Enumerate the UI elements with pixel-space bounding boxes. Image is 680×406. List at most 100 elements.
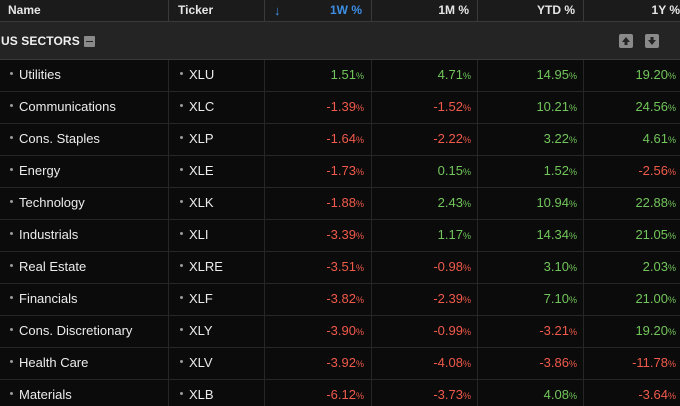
change-cell-m1[interactable]: 1.17%	[372, 220, 471, 252]
ticker-cell[interactable]: XLI	[180, 220, 209, 252]
change-cell-w1[interactable]: 1.51%	[272, 60, 364, 92]
column-header-1y[interactable]: 1Y %	[651, 3, 680, 17]
change-cell-ytd[interactable]: 10.21%	[478, 92, 577, 124]
column-header-1w[interactable]: 1W %	[329, 3, 362, 17]
change-cell-m1[interactable]: 2.43%	[372, 188, 471, 220]
change-value: 19.20	[635, 67, 668, 82]
change-cell-ytd[interactable]: 3.22%	[478, 124, 577, 156]
sector-name-cell[interactable]: Materials	[10, 380, 72, 406]
change-cell-m1[interactable]: 4.71%	[372, 60, 471, 92]
change-cell-ytd[interactable]: 14.95%	[478, 60, 577, 92]
change-cell-m1[interactable]: -2.39%	[372, 284, 471, 316]
change-cell-ytd[interactable]: 10.94%	[478, 188, 577, 220]
table-row[interactable]: Technology XLK -1.88% 2.43% 10.94% 22.88%	[0, 188, 680, 220]
change-cell-ytd[interactable]: -3.86%	[478, 348, 577, 380]
column-divider[interactable]	[264, 0, 265, 22]
column-header-ytd[interactable]: YTD %	[536, 3, 575, 17]
change-cell-w1[interactable]: -1.88%	[272, 188, 364, 220]
table-row[interactable]: Materials XLB -6.12% -3.73% 4.08% -3.64%	[0, 380, 680, 406]
table-row[interactable]: Industrials XLI -3.39% 1.17% 14.34% 21.05%	[0, 220, 680, 252]
table-row[interactable]: Energy XLE -1.73% 0.15% 1.52% -2.56%	[0, 156, 680, 188]
change-cell-w1[interactable]: -3.51%	[272, 252, 364, 284]
ticker-cell[interactable]: XLU	[180, 60, 214, 92]
change-cell-y1[interactable]: 4.61%	[584, 124, 676, 156]
change-cell-m1[interactable]: -0.98%	[372, 252, 471, 284]
column-divider[interactable]	[583, 0, 584, 22]
table-row[interactable]: Communications XLC -1.39% -1.52% 10.21% 24.56…	[0, 92, 680, 124]
column-header-1m[interactable]: 1M %	[438, 3, 469, 17]
change-cell-y1[interactable]: 21.05%	[584, 220, 676, 252]
change-cell-ytd[interactable]: 1.52%	[478, 156, 577, 188]
ticker-cell[interactable]: XLE	[180, 156, 214, 188]
change-cell-w1[interactable]: -1.64%	[272, 124, 364, 156]
change-cell-m1[interactable]: -3.73%	[372, 380, 471, 406]
change-cell-y1[interactable]: 21.00%	[584, 284, 676, 316]
column-divider[interactable]	[168, 0, 169, 22]
column-header-name[interactable]: Name	[8, 3, 41, 17]
sector-name-cell[interactable]: Technology	[10, 188, 85, 220]
change-cell-w1[interactable]: -1.39%	[272, 92, 364, 124]
sector-name-cell[interactable]: Communications	[10, 92, 116, 124]
column-header-ticker[interactable]: Ticker	[178, 3, 214, 17]
bullet-icon	[180, 328, 183, 332]
change-value: 1.52	[543, 163, 569, 178]
sector-name-cell[interactable]: Energy	[10, 156, 60, 188]
change-cell-m1[interactable]: -0.99%	[372, 316, 471, 348]
column-divider[interactable]	[477, 0, 478, 22]
sector-name-cell[interactable]: Health Care	[10, 348, 88, 380]
table-row[interactable]: Health Care XLV -3.92% -4.08% -3.86% -11.78%	[0, 348, 680, 380]
change-cell-y1[interactable]: 22.88%	[584, 188, 676, 220]
change-value: -11.78	[632, 355, 668, 370]
change-cell-y1[interactable]: -3.64%	[584, 380, 676, 406]
column-divider	[168, 156, 169, 188]
sector-name-cell[interactable]: Real Estate	[10, 252, 86, 284]
change-cell-y1[interactable]: 19.20%	[584, 60, 676, 92]
change-cell-m1[interactable]: -2.22%	[372, 124, 471, 156]
ticker-cell[interactable]: XLK	[180, 188, 214, 220]
table-row[interactable]: Cons. Discretionary XLY -3.90% -0.99% -3.21%…	[0, 316, 680, 348]
sector-name-cell[interactable]: Cons. Discretionary	[10, 316, 132, 348]
change-cell-ytd[interactable]: 3.10%	[478, 252, 577, 284]
ticker-cell[interactable]: XLC	[180, 92, 214, 124]
column-divider	[477, 188, 478, 220]
sector-name-cell[interactable]: Industrials	[10, 220, 78, 252]
ticker-cell[interactable]: XLF	[180, 284, 213, 316]
change-cell-w1[interactable]: -3.92%	[272, 348, 364, 380]
change-cell-w1[interactable]: -3.90%	[272, 316, 364, 348]
change-cell-y1[interactable]: -2.56%	[584, 156, 676, 188]
sector-name-cell[interactable]: Utilities	[10, 60, 61, 92]
percent-sign: %	[355, 263, 364, 273]
table-row[interactable]: Cons. Staples XLP -1.64% -2.22% 3.22% 4.61%	[0, 124, 680, 156]
ticker-cell[interactable]: XLY	[180, 316, 213, 348]
sector-name-cell[interactable]: Financials	[10, 284, 78, 316]
change-cell-ytd[interactable]: 14.34%	[478, 220, 577, 252]
ticker-cell[interactable]: XLB	[180, 380, 214, 406]
change-cell-w1[interactable]: -3.82%	[272, 284, 364, 316]
change-cell-y1[interactable]: 19.20%	[584, 316, 676, 348]
column-divider	[583, 220, 584, 252]
change-cell-y1[interactable]: 2.03%	[584, 252, 676, 284]
change-cell-m1[interactable]: -1.52%	[372, 92, 471, 124]
sector-name-cell[interactable]: Cons. Staples	[10, 124, 100, 156]
arrow-down-icon[interactable]	[645, 34, 659, 48]
ticker-cell[interactable]: XLRE	[180, 252, 223, 284]
change-cell-m1[interactable]: -4.08%	[372, 348, 471, 380]
change-cell-ytd[interactable]: 7.10%	[478, 284, 577, 316]
change-cell-y1[interactable]: 24.56%	[584, 92, 676, 124]
change-cell-m1[interactable]: 0.15%	[372, 156, 471, 188]
arrow-down-icon[interactable]: ↓	[274, 3, 281, 18]
minus-icon[interactable]	[84, 36, 95, 47]
change-cell-ytd[interactable]: -3.21%	[478, 316, 577, 348]
table-row[interactable]: Utilities XLU 1.51% 4.71% 14.95% 19.20%	[0, 60, 680, 92]
column-divider[interactable]	[371, 0, 372, 22]
ticker-cell[interactable]: XLV	[180, 348, 213, 380]
table-row[interactable]: Real Estate XLRE -3.51% -0.98% 3.10% 2.03%	[0, 252, 680, 284]
change-cell-y1[interactable]: -11.78%	[584, 348, 676, 380]
change-cell-w1[interactable]: -1.73%	[272, 156, 364, 188]
ticker-cell[interactable]: XLP	[180, 124, 214, 156]
table-row[interactable]: Financials XLF -3.82% -2.39% 7.10% 21.00%	[0, 284, 680, 316]
change-cell-ytd[interactable]: 4.08%	[478, 380, 577, 406]
change-cell-w1[interactable]: -6.12%	[272, 380, 364, 406]
change-cell-w1[interactable]: -3.39%	[272, 220, 364, 252]
arrow-up-icon[interactable]	[619, 34, 633, 48]
